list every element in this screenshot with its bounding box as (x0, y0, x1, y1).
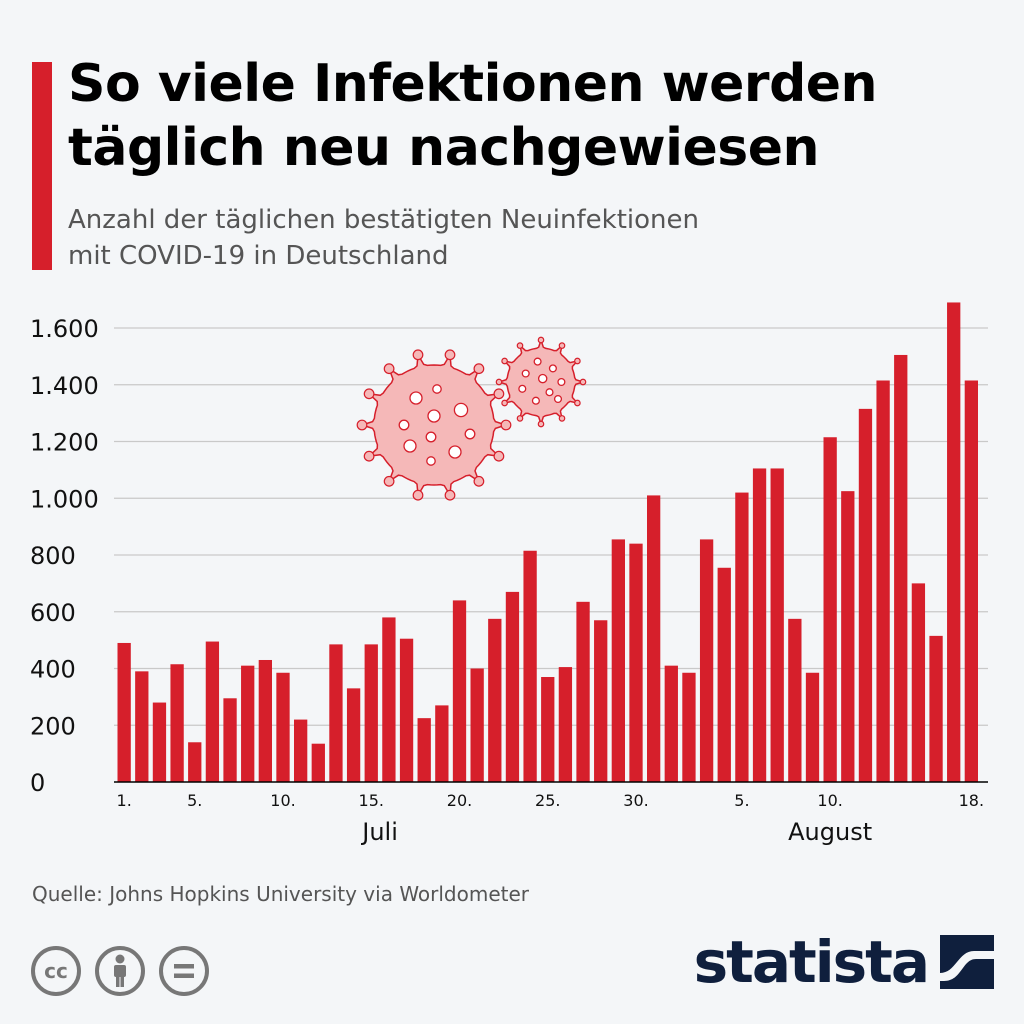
bar (541, 677, 555, 782)
month-labels: Juli August (360, 818, 872, 846)
bar (435, 705, 449, 782)
accent-bar (32, 62, 52, 270)
y-tick-label: 1.600 (30, 315, 99, 343)
x-tick-label: 30. (623, 791, 648, 810)
y-tick-label: 1.400 (30, 372, 99, 400)
bar (205, 641, 220, 782)
page-title: So viele Infektionen werden täglich neu … (68, 52, 878, 180)
bar (911, 583, 926, 782)
y-tick-label: 800 (30, 542, 76, 570)
bar (523, 550, 537, 782)
statista-brand: statista (694, 928, 994, 996)
bar (135, 671, 149, 782)
x-tick-label: 5. (187, 791, 202, 810)
x-tick-label: 20. (447, 791, 472, 810)
bar (611, 539, 625, 782)
bar (364, 644, 378, 782)
bar (858, 408, 873, 782)
bar (488, 618, 502, 782)
bar (258, 659, 272, 782)
title-line-2: täglich neu nachgewiesen (68, 118, 820, 178)
bar (294, 719, 308, 782)
bar (664, 665, 678, 782)
virus-icon-small (495, 336, 587, 428)
x-tick-label: 25. (535, 791, 560, 810)
svg-text:cc: cc (44, 959, 68, 983)
bar (735, 492, 749, 782)
license-icons: cc (30, 945, 210, 997)
y-tick-label: 1.000 (30, 485, 99, 513)
x-tick-label: 15. (359, 791, 384, 810)
bar (699, 539, 714, 782)
bar (241, 665, 255, 782)
bar (382, 617, 396, 782)
bar (876, 380, 890, 782)
month-label: Juli (360, 818, 398, 846)
bar (929, 635, 943, 782)
source-note: Quelle: Johns Hopkins University via Wor… (32, 882, 530, 906)
bar (752, 468, 767, 782)
bar (170, 664, 184, 782)
bar (823, 437, 837, 782)
bar (505, 591, 520, 782)
bar (894, 354, 908, 782)
nd-equals-icon (158, 945, 210, 997)
month-label: August (788, 818, 872, 846)
bar (770, 468, 784, 782)
bar (188, 742, 202, 782)
x-tick-label: 5. (734, 791, 749, 810)
bar (417, 718, 431, 782)
x-tick-label: 1. (117, 791, 132, 810)
title-line-1: So viele Infektionen werden (68, 54, 878, 114)
bar (346, 688, 361, 782)
bar (629, 543, 643, 782)
bar (223, 698, 237, 782)
y-axis-ticks: 0 200 400 600 800 1.000 1.200 1.400 1.600 (30, 315, 99, 797)
bar (311, 743, 325, 782)
bar (682, 672, 696, 782)
bar (647, 495, 661, 782)
x-axis-ticks: 1. 5. 10. 15. 20. 25. 30. 5. 10. 18. (117, 791, 985, 810)
bar (399, 638, 414, 782)
bar (470, 668, 484, 782)
x-tick-label: 18. (959, 791, 984, 810)
subtitle-line-2: mit COVID-19 in Deutschland (68, 241, 449, 271)
bar (452, 600, 467, 782)
y-tick-label: 600 (30, 599, 76, 627)
y-tick-label: 1.200 (30, 429, 99, 457)
cc-icon: cc (30, 945, 82, 997)
subtitle-line-1: Anzahl der täglichen bestätigten Neuinfe… (68, 205, 699, 235)
y-tick-label: 0 (30, 769, 45, 797)
bar (805, 672, 820, 782)
bars (117, 302, 978, 782)
brand-name: statista (693, 928, 930, 996)
x-tick-label: 10. (270, 791, 295, 810)
bar (947, 302, 961, 782)
bar (717, 567, 731, 782)
x-tick-label: 10. (817, 791, 842, 810)
bar (117, 642, 131, 782)
bar (594, 620, 608, 782)
virus-decoration (356, 336, 587, 501)
bar (558, 667, 573, 782)
y-tick-label: 400 (30, 656, 76, 684)
bar (788, 618, 802, 782)
bar (841, 491, 855, 782)
bar-chart: 0 200 400 600 800 1.000 1.200 1.400 1.600 1. 5. 10… (30, 302, 988, 846)
y-tick-label: 200 (30, 712, 76, 740)
statista-logo-icon (940, 935, 994, 989)
bar (329, 644, 343, 782)
by-person-icon (94, 945, 146, 997)
bar (276, 672, 290, 782)
virus-icon-large (356, 349, 512, 501)
subtitle: Anzahl der täglichen bestätigten Neuinfe… (68, 202, 699, 274)
bar (152, 702, 167, 782)
bar (576, 601, 590, 782)
bar (964, 380, 978, 782)
